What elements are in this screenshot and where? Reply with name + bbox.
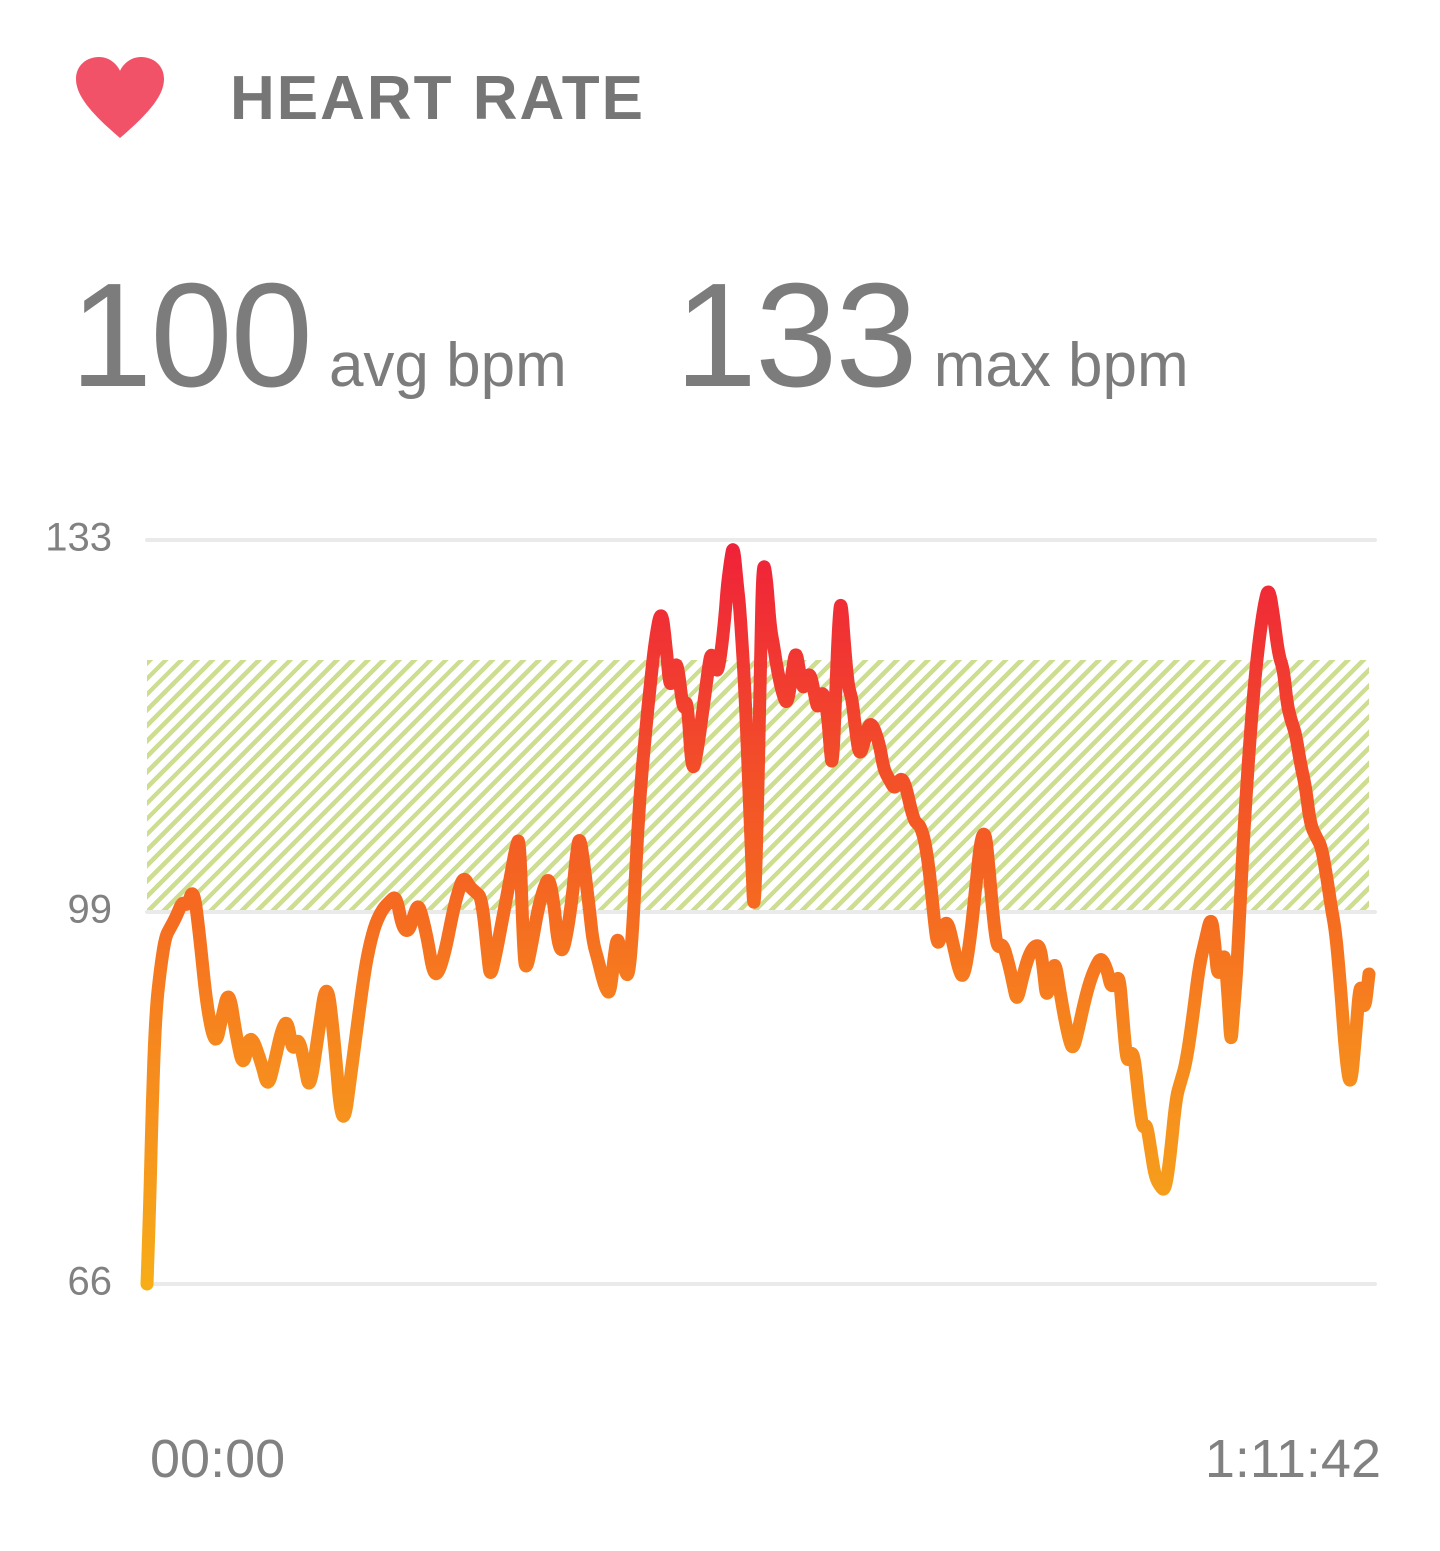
avg-bpm-stat: 100 avg bpm xyxy=(70,253,567,418)
gridline-133 xyxy=(145,538,1377,542)
page-title: HEART RATE xyxy=(230,63,645,133)
gridline-99 xyxy=(145,910,1377,914)
y-axis-tick-66: 66 xyxy=(67,1259,113,1304)
x-axis-label-start: 00:00 xyxy=(150,1429,286,1489)
max-bpm-label: max bpm xyxy=(933,331,1189,400)
header: HEART RATE xyxy=(72,52,645,144)
avg-bpm-label: avg bpm xyxy=(328,331,567,400)
max-bpm-stat: 133 max bpm xyxy=(674,253,1189,418)
gridline-66 xyxy=(145,1282,1377,1286)
heart-icon xyxy=(72,52,168,144)
heart-rate-line xyxy=(140,543,1376,1291)
y-axis-tick-99: 99 xyxy=(67,887,113,932)
stats-row: 100 avg bpm 133 max bpm xyxy=(70,253,1189,418)
y-axis-tick-133: 133 xyxy=(45,515,112,560)
avg-bpm-value: 100 xyxy=(70,253,313,418)
x-axis-label-end: 1:11:42 xyxy=(1204,1429,1381,1489)
heart-icon-shape xyxy=(76,57,164,138)
max-bpm-value: 133 xyxy=(674,253,918,418)
